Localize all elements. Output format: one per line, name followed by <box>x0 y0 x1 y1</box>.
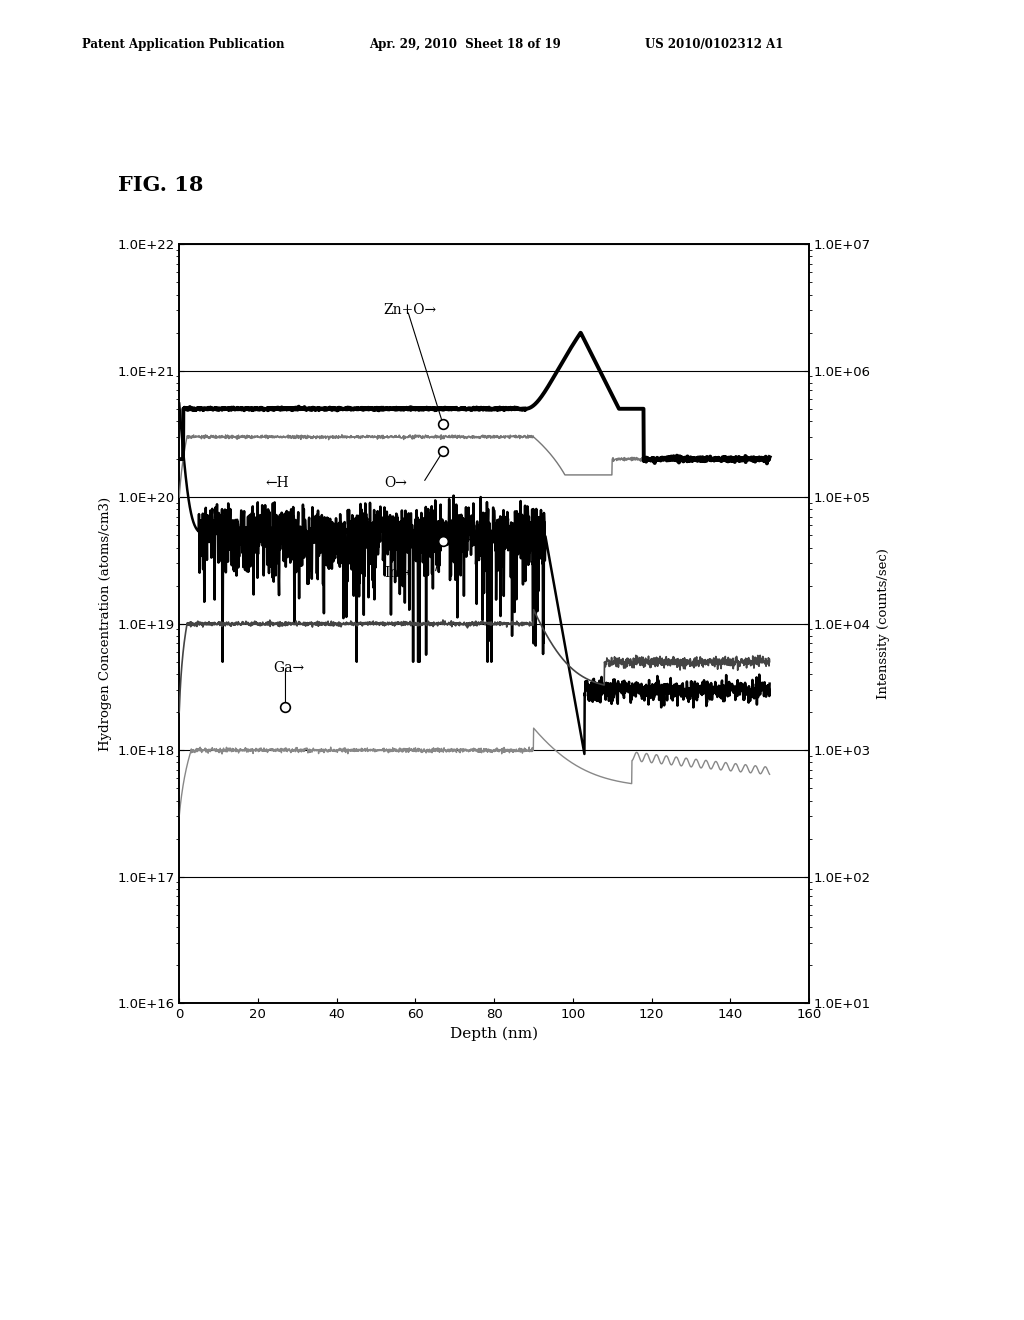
Text: ←H: ←H <box>266 475 290 490</box>
Text: Patent Application Publication: Patent Application Publication <box>82 37 285 50</box>
Text: O→: O→ <box>384 475 407 490</box>
Text: FIG. 18: FIG. 18 <box>118 176 203 195</box>
Text: Ga→: Ga→ <box>273 660 305 675</box>
X-axis label: Depth (nm): Depth (nm) <box>450 1027 539 1041</box>
Text: Apr. 29, 2010  Sheet 18 of 19: Apr. 29, 2010 Sheet 18 of 19 <box>369 37 560 50</box>
Text: In→: In→ <box>384 566 410 581</box>
Text: Zn+O→: Zn+O→ <box>384 304 437 317</box>
Y-axis label: Intenssity (counts/sec): Intenssity (counts/sec) <box>877 548 890 700</box>
Y-axis label: Hydrogen Concentration (atoms/cm3): Hydrogen Concentration (atoms/cm3) <box>98 496 112 751</box>
Text: US 2010/0102312 A1: US 2010/0102312 A1 <box>645 37 783 50</box>
